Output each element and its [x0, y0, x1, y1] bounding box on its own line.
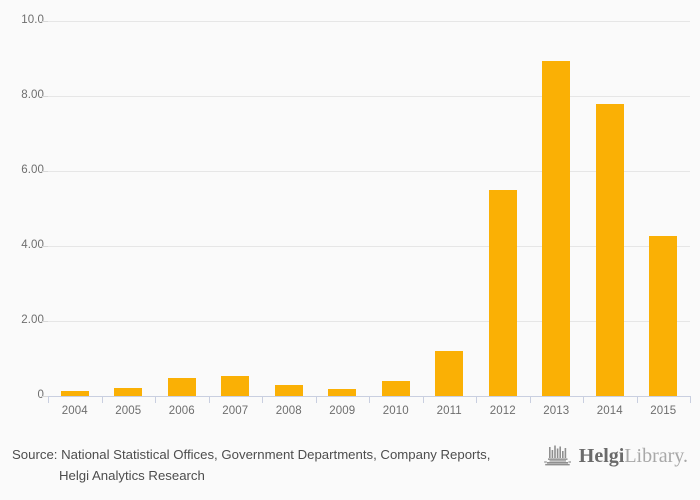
source-line-2: Helgi Analytics Research: [59, 468, 205, 483]
x-axis-tick-label: 2013: [543, 405, 570, 417]
y-axis-tick-label: 8.00: [21, 89, 44, 101]
x-axis-tick-label: 2004: [61, 405, 88, 417]
x-axis-tick-label: 2012: [489, 405, 516, 417]
x-axis-tick-mark: [262, 396, 263, 403]
source-note: Source: National Statistical Offices, Go…: [12, 444, 542, 486]
y-axis-tick-label: 4.00: [21, 239, 44, 251]
x-axis-tick-label: 2015: [650, 405, 677, 417]
y-axis-tick-mark: [42, 96, 48, 97]
gridline: [48, 171, 690, 172]
bar[interactable]: [595, 104, 624, 396]
gridline: [48, 96, 690, 97]
x-axis-tick-mark: [690, 396, 691, 403]
x-axis-tick-label: 2007: [222, 405, 249, 417]
y-axis-tick-label: 10.0: [21, 14, 44, 26]
x-axis-tick-mark: [101, 396, 103, 403]
brand-dot: .: [683, 445, 688, 467]
chart-footer: Source: National Statistical Offices, Go…: [0, 425, 700, 500]
x-axis-tick-label: 2009: [329, 405, 356, 417]
bar[interactable]: [328, 388, 357, 396]
x-axis-tick-mark: [636, 396, 638, 403]
x-axis-tick-mark: [315, 396, 317, 403]
x-axis-tick-label: 2008: [275, 405, 302, 417]
x-axis-tick-label: 2005: [115, 405, 142, 417]
y-axis-tick-label: 2.00: [21, 314, 44, 326]
y-axis-tick-mark: [42, 21, 48, 22]
x-axis-tick-label: 2010: [382, 405, 409, 417]
x-axis-tick-mark: [529, 396, 531, 403]
x-axis-tick-label: 2011: [436, 405, 462, 417]
bar[interactable]: [167, 378, 196, 396]
bar[interactable]: [114, 388, 143, 396]
bar[interactable]: [60, 391, 89, 396]
bar[interactable]: [381, 380, 410, 396]
x-axis-tick-mark: [208, 396, 210, 403]
brand-name-bold: Helgi: [578, 445, 625, 467]
x-axis-tick-label: 2014: [596, 405, 623, 417]
library-building-icon: [543, 445, 572, 467]
plot-area: [48, 21, 690, 396]
bar[interactable]: [488, 189, 517, 396]
y-axis-tick-mark: [42, 246, 48, 247]
x-axis-tick-mark: [369, 396, 370, 403]
bar[interactable]: [274, 384, 303, 396]
helgi-library-logo[interactable]: HelgiLibrary.: [543, 445, 688, 467]
x-axis-tick-mark: [476, 396, 477, 403]
y-axis-tick-mark: [42, 396, 48, 397]
plot-region: 0 2.00 4.00 6.00 8.00 10.0 2004 2005 2006 2007 20…: [0, 0, 691, 425]
bar[interactable]: [221, 376, 250, 396]
y-axis-tick-label: 0: [37, 389, 44, 401]
y-axis-tick-mark: [42, 171, 48, 172]
gridline: [48, 246, 690, 247]
x-axis-tick-mark: [583, 396, 584, 403]
bar[interactable]: [542, 61, 571, 396]
x-axis-tick-label: 2006: [168, 405, 195, 417]
y-axis-tick-label: 6.00: [21, 164, 44, 176]
gridline: [48, 21, 690, 22]
x-axis-tick-mark: [155, 396, 156, 403]
bar[interactable]: [649, 236, 678, 396]
y-axis: 0 2.00 4.00 6.00 8.00 10.0: [0, 0, 48, 425]
source-line-1: Source: National Statistical Offices, Go…: [12, 447, 491, 462]
x-axis-tick-mark: [48, 396, 49, 403]
y-axis-tick-mark: [42, 321, 48, 322]
x-axis-tick-mark: [422, 396, 424, 403]
brand-name-light: Library: [624, 445, 683, 467]
brand-wordmark: HelgiLibrary.: [579, 446, 688, 466]
bar[interactable]: [435, 351, 464, 396]
gridline: [48, 321, 690, 322]
